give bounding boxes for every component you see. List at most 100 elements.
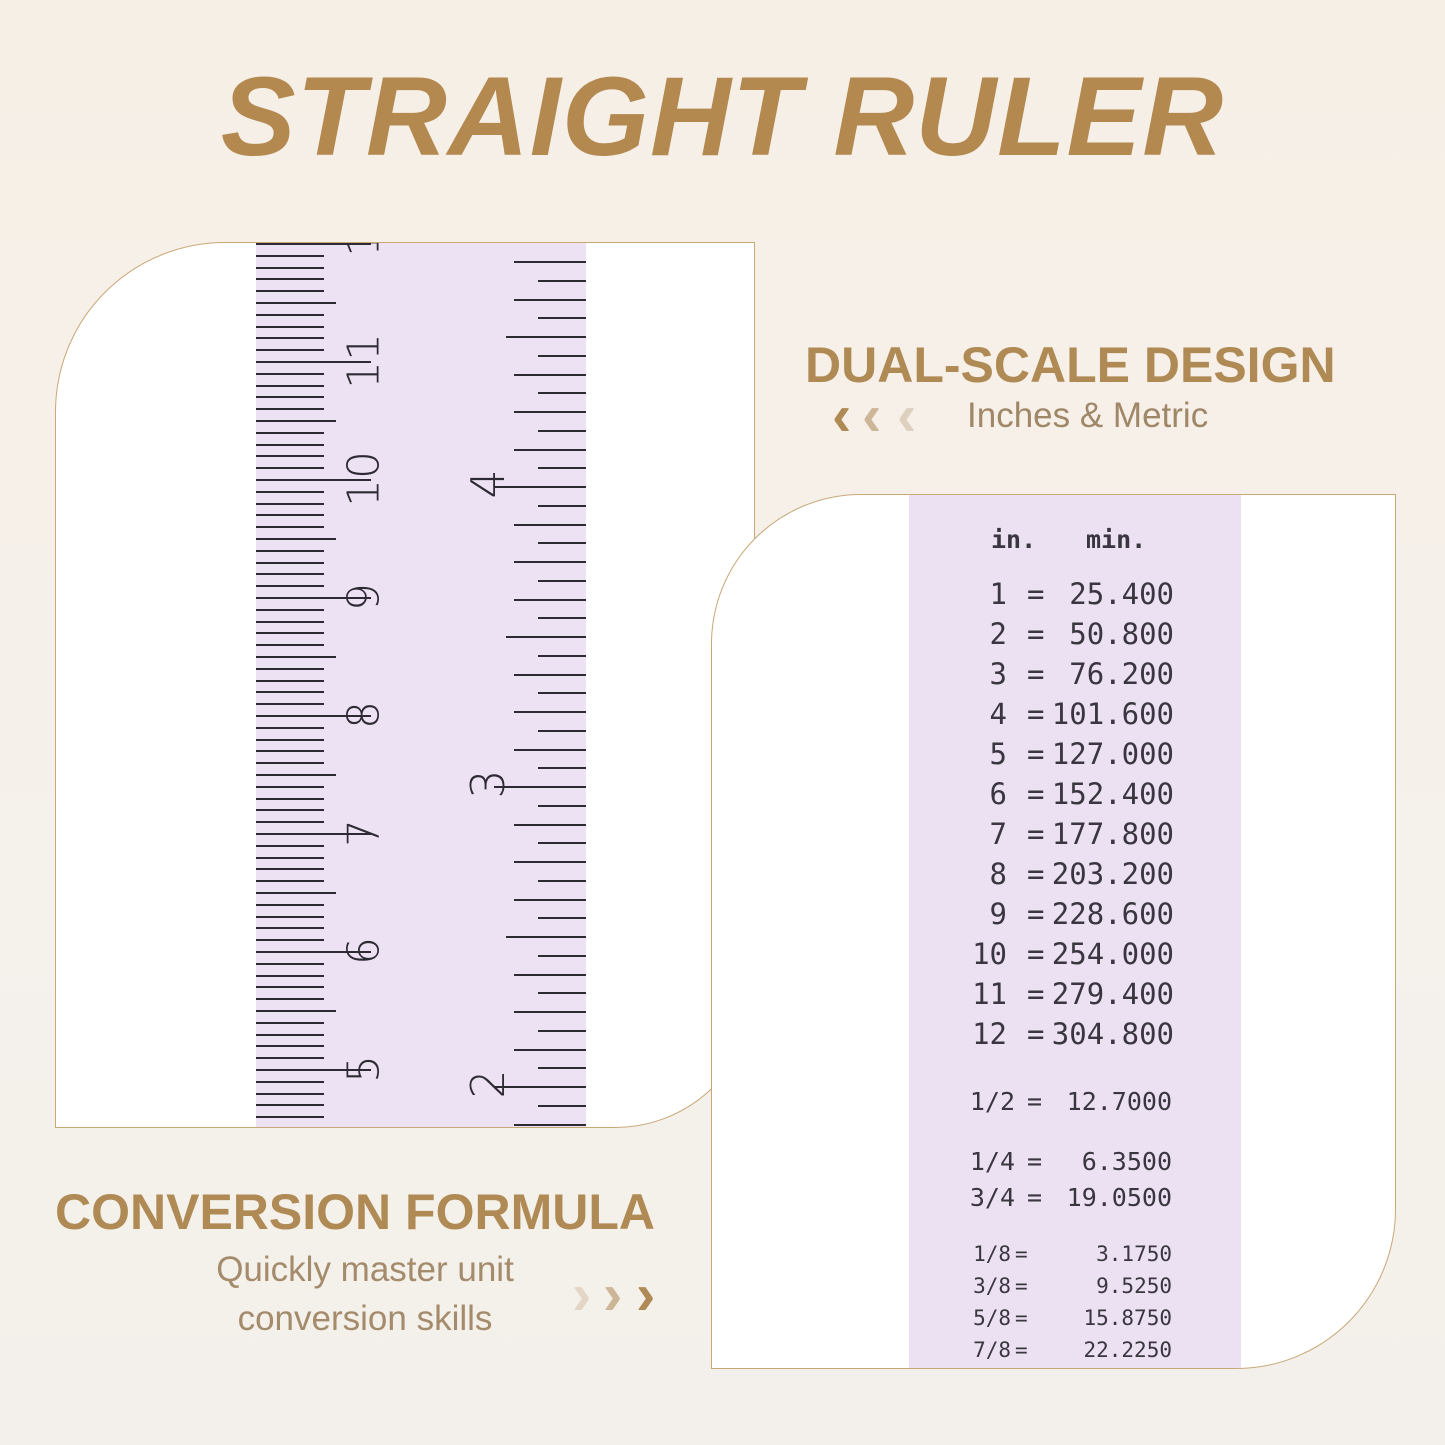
inch-tick [514, 261, 586, 263]
table-equals: = [1027, 777, 1045, 811]
inch-tick [538, 1067, 586, 1070]
metric-tick [256, 420, 336, 422]
inch-tick [494, 486, 586, 488]
table-equals: = [1027, 1087, 1043, 1116]
metric-tick [256, 797, 324, 800]
table-mm: 76.200 [1069, 657, 1174, 691]
metric-tick [256, 278, 324, 281]
chevron-left-icon: ‹ [897, 383, 917, 448]
inch-tick [538, 767, 586, 770]
metric-tick [256, 927, 324, 930]
inch-tick [514, 1011, 586, 1013]
metric-tick [256, 266, 324, 269]
table-equals: = [1027, 817, 1045, 851]
table-mm: 3.1750 [1096, 1242, 1172, 1266]
table-mm: 152.400 [1051, 777, 1174, 811]
metric-tick [256, 597, 371, 599]
metric-tick [256, 1069, 371, 1071]
inch-tick [538, 917, 586, 920]
conversion-table: in. min. 1 = 25.400 2 = 50.800 3 = 76.200 4 = 101.600… [909, 495, 1241, 1368]
metric-tick [256, 726, 324, 729]
inch-tick [514, 861, 586, 863]
table-in: 5 [989, 737, 1007, 771]
metric-tick [256, 372, 324, 375]
metric-tick [256, 455, 324, 458]
inch-tick [514, 561, 586, 563]
inch-tick [538, 542, 586, 545]
metric-tick [256, 573, 324, 576]
inch-tick [538, 1104, 586, 1107]
inch-tick [538, 317, 586, 320]
metric-tick [256, 526, 324, 529]
table-equals: = [1015, 1338, 1028, 1362]
metric-tick [256, 703, 324, 706]
inch-tick [538, 429, 586, 432]
cm-label: 10 [338, 451, 390, 507]
table-equals: = [1027, 857, 1045, 891]
table-in: 7 [989, 817, 1007, 851]
metric-tick [256, 620, 324, 623]
table-mm: 177.800 [1051, 817, 1174, 851]
table-mm: 50.800 [1069, 617, 1174, 651]
inch-tick [514, 973, 586, 976]
metric-tick [256, 856, 324, 859]
metric-tick [256, 337, 324, 340]
metric-tick [256, 974, 324, 977]
metric-tick [256, 903, 324, 906]
cm-label: 5 [338, 1055, 390, 1083]
metric-tick [256, 986, 324, 989]
cm-label: 9 [338, 583, 390, 611]
table-equals: = [1027, 937, 1045, 971]
table-mm: 279.400 [1051, 977, 1174, 1011]
table-in: 11 [972, 977, 1007, 1011]
metric-tick [256, 738, 324, 741]
inch-tick [514, 748, 586, 751]
ruler-scale: 5 6 7 8 9 10 11 1 2 3 4 [256, 243, 586, 1127]
inch-tick [514, 598, 586, 601]
metric-tick [256, 1116, 324, 1119]
table-equals: = [1027, 697, 1045, 731]
metric-tick [256, 844, 324, 847]
inch-tick [514, 523, 586, 526]
inch-tick [514, 448, 586, 451]
inch-tick [538, 729, 586, 732]
inch-tick [514, 673, 586, 676]
metric-tick [256, 809, 324, 812]
metric-tick [256, 762, 324, 765]
metric-tick [256, 939, 324, 942]
metric-tick [256, 691, 324, 694]
table-in: 2 [989, 617, 1007, 651]
dual-scale-subtitle: Inches & Metric [967, 396, 1209, 435]
metric-tick [256, 1092, 324, 1095]
chevron-left-icon: ‹ [832, 383, 852, 448]
metric-tick [256, 998, 324, 1001]
table-mm: 19.0500 [1066, 1183, 1172, 1212]
metric-tick [256, 880, 324, 883]
table-mm: 12.7000 [1066, 1087, 1172, 1116]
metric-tick [256, 254, 324, 257]
table-mm: 304.800 [1051, 1017, 1174, 1051]
metric-tick [256, 549, 324, 552]
metric-tick [256, 313, 324, 316]
table-mm: 101.600 [1051, 697, 1174, 731]
table-mm: 127.000 [1051, 737, 1174, 771]
inch-tick [506, 636, 586, 638]
metric-tick [256, 479, 371, 481]
table-in: 6 [989, 777, 1007, 811]
metric-tick [256, 431, 324, 434]
chevron-right-icon: › [636, 1262, 656, 1327]
table-in: 1/4 [969, 1147, 1015, 1176]
metric-tick [256, 632, 324, 635]
inch-tick [538, 354, 586, 357]
table-in: 3/8 [973, 1274, 1011, 1298]
inch-tick [538, 579, 586, 582]
table-mm: 228.600 [1051, 897, 1174, 931]
chevron-right-icon: › [572, 1262, 592, 1327]
table-equals: = [1027, 657, 1045, 691]
metric-tick [256, 349, 324, 352]
inch-tick [538, 392, 586, 395]
inch-tick [506, 936, 586, 938]
metric-tick [256, 502, 324, 505]
inch-tick [514, 411, 586, 413]
metric-tick [256, 892, 336, 894]
